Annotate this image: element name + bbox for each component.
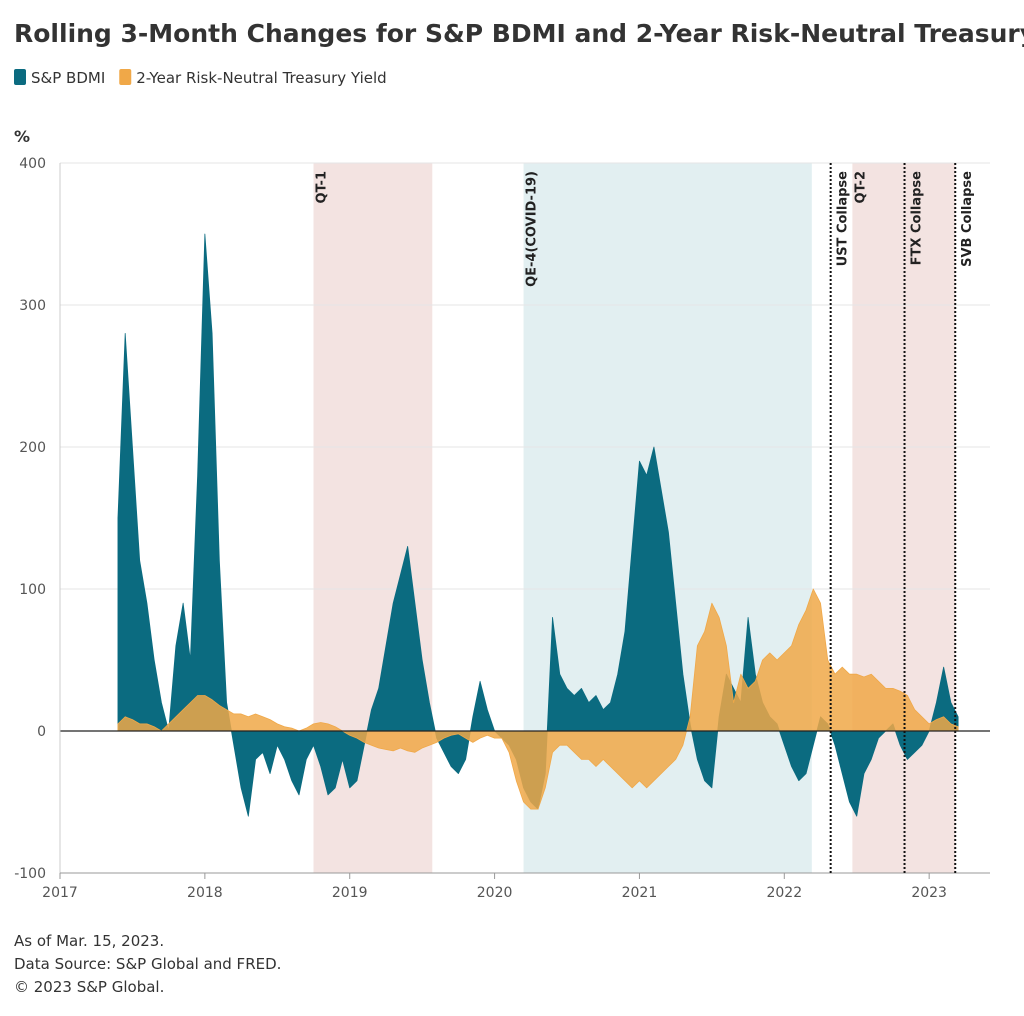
x-tick-label: 2020 — [477, 885, 513, 901]
event-label: UST Collapse — [836, 171, 851, 267]
y-tick-label: 0 — [37, 724, 46, 740]
y-tick-label: 200 — [19, 440, 46, 456]
event-label: SVB Collapse — [960, 171, 975, 267]
chart-title: Rolling 3-Month Changes for S&P BDMI and… — [14, 19, 1024, 48]
legend-label: 2-Year Risk-Neutral Treasury Yield — [136, 69, 386, 87]
band-label: QE-4(COVID-19) — [525, 171, 540, 287]
note: As of Mar. 15, 2023. — [14, 932, 164, 950]
y-tick-label: 400 — [19, 156, 46, 172]
y-tick-label: -100 — [14, 866, 46, 882]
band-label: QT-1 — [315, 171, 330, 203]
x-tick-label: 2023 — [911, 885, 947, 901]
y-tick-label: 100 — [19, 582, 46, 598]
x-tick-label: 2018 — [187, 885, 223, 901]
legend-label: S&P BDMI — [31, 69, 105, 87]
x-tick-label: 2019 — [332, 885, 368, 901]
note: Data Source: S&P Global and FRED. — [14, 955, 281, 973]
x-tick-label: 2021 — [622, 885, 658, 901]
event-label: FTX Collapse — [910, 171, 925, 265]
area — [117, 588, 959, 810]
legend-swatch — [119, 69, 132, 85]
note: © 2023 S&P Global. — [14, 978, 164, 996]
band-label: QT-2 — [853, 171, 868, 203]
x-tick-label: 2017 — [42, 885, 78, 901]
y-axis-label: % — [14, 127, 30, 146]
legend-swatch — [14, 69, 26, 85]
x-tick-label: 2022 — [766, 885, 802, 901]
y-tick-label: 300 — [19, 298, 46, 314]
